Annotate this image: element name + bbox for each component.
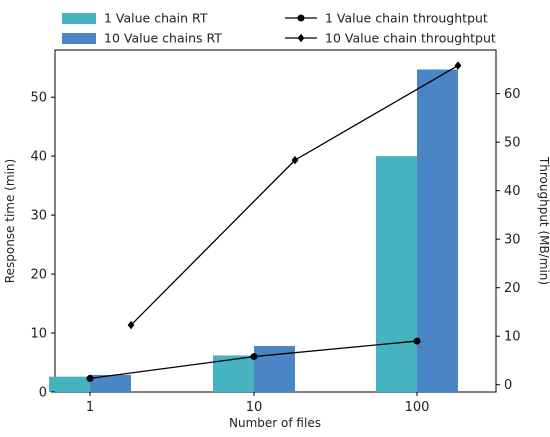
legend-label-1: 1 Value chain RT	[104, 11, 208, 26]
y2-tick-label: 60	[504, 87, 521, 102]
bar-1-100	[376, 156, 417, 392]
line-1-point-10	[250, 353, 258, 361]
line-1-point-1	[86, 374, 94, 382]
legend-swatch-1	[62, 13, 96, 24]
y2-tick-label: 30	[504, 233, 521, 248]
y-axis-label: Response time (min)	[3, 159, 17, 283]
bar-2-100	[417, 69, 458, 392]
lines-layer	[86, 61, 462, 382]
legend-label-3: 1 Value chain throughtput	[325, 11, 488, 26]
line-1-point-100	[413, 337, 421, 345]
legend-marker-3	[297, 14, 305, 22]
y-tick-label: 50	[30, 91, 47, 106]
x-tick-label: 1	[86, 400, 94, 415]
y2-tick-label: 50	[504, 136, 521, 151]
ticks-layer: 1 10 100 0 10 20 30 40 50 0 10 20 30 40 50 60	[30, 87, 520, 415]
bar-2-1	[90, 374, 131, 392]
y-tick-label: 30	[30, 209, 47, 224]
line-2-point-10	[291, 155, 299, 165]
legend-label-4: 10 Value chain throughtput	[325, 31, 496, 46]
legend: 1 Value chain RT 10 Value chains RT 1 Valu…	[62, 11, 496, 46]
y-tick-label: 10	[30, 327, 47, 342]
bar-1-1	[49, 376, 90, 392]
y2-tick-label: 0	[504, 378, 512, 393]
x-tick-label: 100	[405, 400, 430, 415]
x-axis-label: Number of files	[229, 416, 321, 430]
legend-swatch-2	[62, 33, 96, 44]
y2-axis-label: Throughput (MB/min)	[537, 156, 550, 285]
y2-tick-label: 40	[504, 184, 521, 199]
legend-marker-4	[297, 33, 305, 43]
legend-label-2: 10 Value chains RT	[104, 31, 222, 46]
y2-tick-label: 20	[504, 281, 521, 296]
line-2-point-100	[454, 61, 462, 70]
y-tick-label: 20	[30, 268, 47, 283]
line-2-point-1	[127, 320, 135, 330]
y2-tick-label: 10	[504, 330, 521, 345]
y-tick-label: 0	[39, 386, 47, 401]
y-tick-label: 40	[30, 150, 47, 165]
bars-layer	[49, 69, 458, 392]
x-tick-label: 10	[246, 400, 263, 415]
